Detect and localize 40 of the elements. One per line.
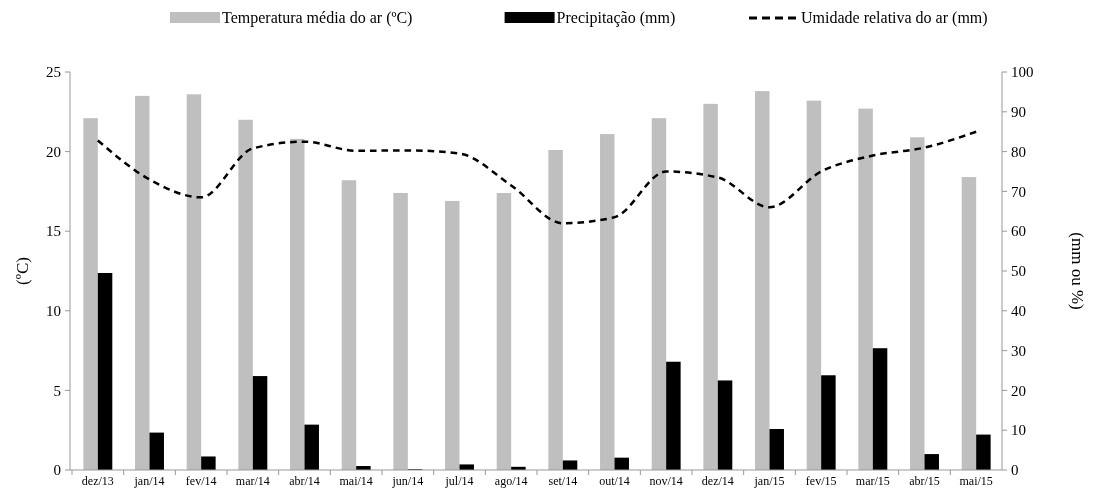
- x-tick-label: mar/15: [855, 474, 890, 488]
- x-tick-label: set/14: [548, 474, 578, 488]
- x-tick-label: out/14: [599, 474, 630, 488]
- x-tick-label: ago/14: [494, 474, 528, 488]
- y2-tick-label: 0: [1011, 462, 1019, 479]
- x-tick-label: jul/14: [444, 474, 474, 488]
- y2-axis-title: (mm ou %): [1068, 232, 1087, 310]
- y2-tick-label: 40: [1011, 303, 1026, 320]
- y-tick-label: 15: [46, 223, 61, 240]
- x-tick-label: jan/15: [753, 474, 785, 488]
- y2-tick-label: 50: [1011, 263, 1026, 280]
- x-tick-label: nov/14: [649, 474, 683, 488]
- y2-tick-label: 100: [1011, 64, 1034, 81]
- y2-tick-label: 10: [1011, 422, 1026, 439]
- x-tick-label: fev/14: [185, 474, 217, 488]
- x-tick-label: mar/14: [235, 474, 270, 488]
- y2-tick-label: 60: [1011, 223, 1026, 240]
- x-tick-label: fev/15: [805, 474, 837, 488]
- x-tick-label: dez/13: [81, 474, 114, 488]
- x-tick-label: abr/14: [289, 474, 320, 488]
- x-tick-label: abr/15: [909, 474, 940, 488]
- x-tick-label: mai/15: [959, 474, 993, 488]
- y-tick-label: 5: [53, 382, 61, 399]
- y-tick-label: 20: [46, 143, 61, 160]
- y2-tick-label: 90: [1011, 104, 1026, 121]
- legend-label: Temperatura média do ar (ºC): [222, 9, 413, 27]
- y-tick-label: 25: [46, 64, 61, 81]
- y-axis-title: (ºC): [13, 257, 32, 285]
- y2-tick-label: 20: [1011, 382, 1026, 399]
- y2-tick-label: 80: [1011, 143, 1026, 160]
- legend-label: Umidade relativa do ar (mm): [801, 9, 988, 27]
- x-tick-label: mai/14: [339, 474, 373, 488]
- legend-label: Precipitação (mm): [556, 9, 676, 27]
- y2-tick-label: 70: [1011, 183, 1026, 200]
- y-tick-label: 10: [46, 303, 61, 320]
- y2-tick-label: 30: [1011, 342, 1026, 359]
- x-tick-label: jan/14: [133, 474, 165, 488]
- x-tick-label: jun/14: [391, 474, 424, 488]
- y-tick-label: 0: [53, 462, 61, 479]
- x-tick-label: dez/14: [701, 474, 734, 488]
